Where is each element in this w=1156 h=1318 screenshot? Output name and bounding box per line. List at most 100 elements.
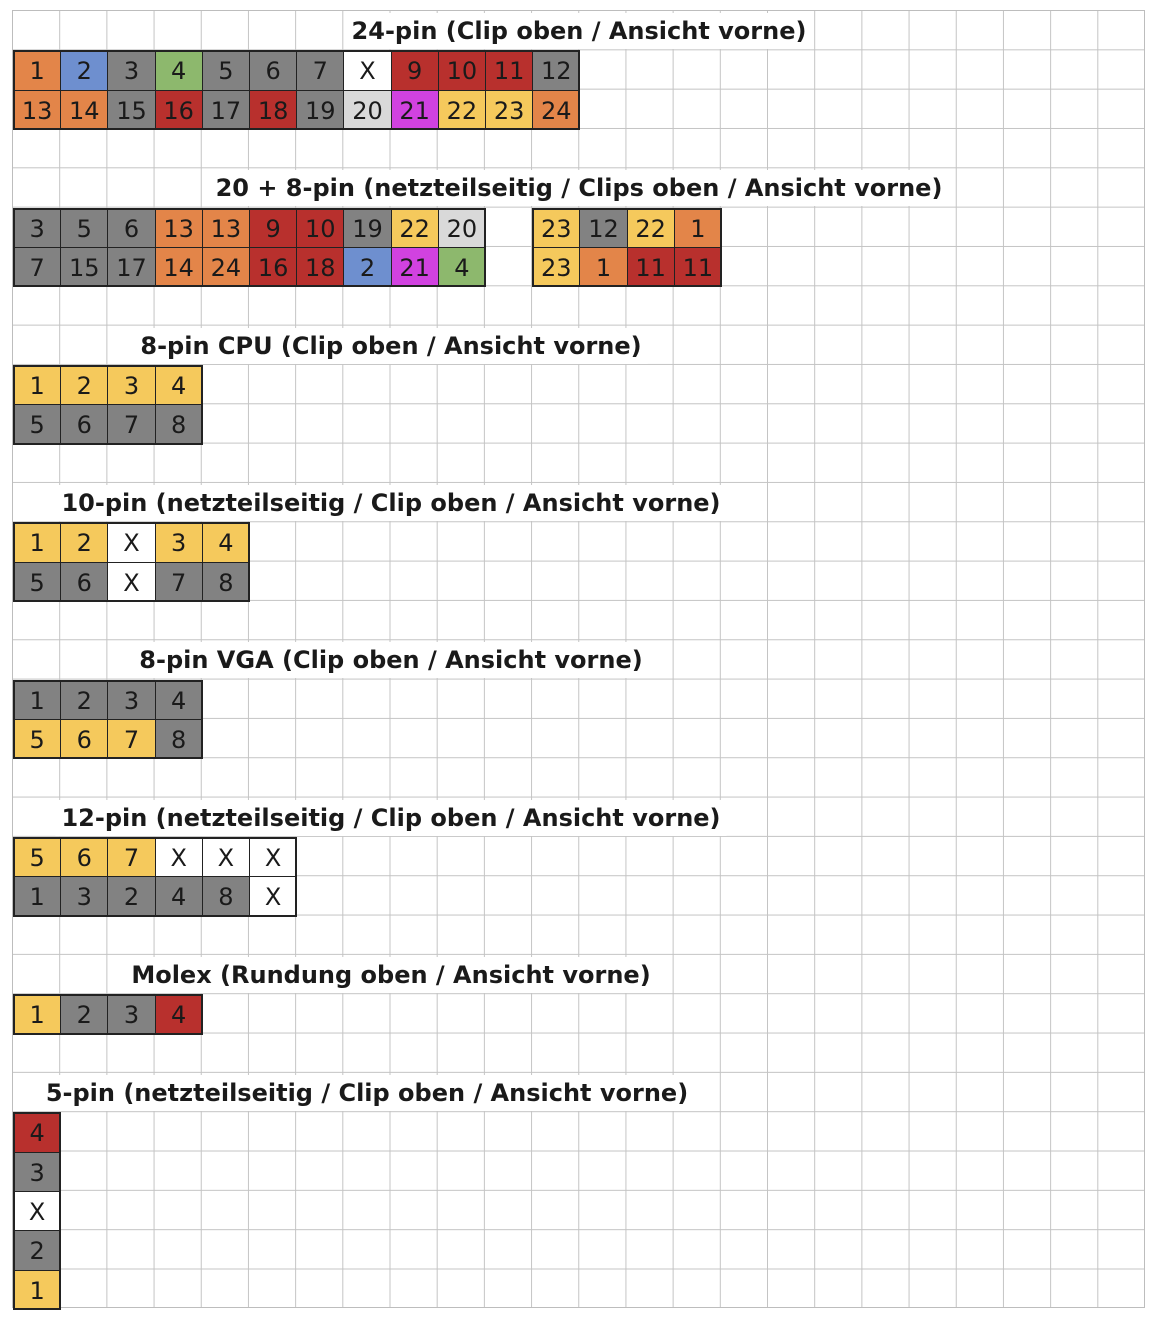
pin-cell: 13 (154, 207, 203, 248)
pin-cell: 8 (201, 876, 250, 917)
pin-cell: 4 (154, 876, 203, 917)
pin-cell: 22 (390, 207, 439, 248)
pin-cell: 14 (154, 246, 203, 288)
pin-cell: 7 (296, 50, 345, 91)
pin-cell: 18 (249, 89, 298, 130)
pin-cell: 16 (154, 89, 203, 130)
pin-cell: 6 (60, 718, 109, 760)
pin-cell: 17 (107, 246, 156, 288)
pin-cell: 3 (107, 364, 156, 406)
pin-cell: 9 (390, 50, 439, 91)
pin-cell: 11 (673, 246, 722, 288)
pin-cell: 10 (437, 50, 486, 91)
pin-cell: 6 (249, 50, 298, 91)
pin-cell: 2 (107, 876, 156, 917)
pin-cell: X (249, 836, 298, 878)
pin-cell: 11 (626, 246, 675, 288)
pin-cell: 13 (13, 89, 62, 130)
pin-cell: 1 (13, 994, 62, 1035)
pin-cell: X (343, 50, 392, 91)
pin-cell: 18 (296, 246, 345, 288)
pin-cell: 1 (13, 679, 62, 720)
pin-cell: 3 (107, 50, 156, 91)
pin-cell: 15 (60, 246, 109, 288)
connector-title-molex: Molex (Rundung oben / Ansicht vorne) (125, 956, 657, 993)
pin-cell: X (154, 836, 203, 878)
pin-cell: 24 (201, 246, 250, 288)
pin-cell: 12 (579, 207, 628, 248)
pin-cell: 3 (107, 679, 156, 720)
pin-cell: 23 (532, 246, 581, 288)
pin-cell: 4 (154, 994, 203, 1035)
pin-cell: 9 (249, 207, 298, 248)
pin-cell: 5 (60, 207, 109, 248)
pin-cell: 3 (60, 876, 109, 917)
pin-cell: 6 (107, 207, 156, 248)
pin-cell: X (201, 836, 250, 878)
pin-cell: 14 (60, 89, 109, 130)
pin-cell: 5 (201, 50, 250, 91)
pin-cell: 2 (60, 994, 109, 1035)
pin-cell: 1 (13, 1269, 62, 1310)
connector-title-8pin-vga: 8-pin VGA (Clip oben / Ansicht vorne) (133, 642, 649, 679)
pin-cell: 1 (579, 246, 628, 288)
pin-cell: 13 (201, 207, 250, 248)
connector-title-12pin: 12-pin (netzteilseitig / Clip oben / Ans… (55, 799, 727, 836)
pin-cell: 6 (60, 404, 109, 445)
pin-cell: 7 (13, 246, 62, 288)
pin-cell: 2 (60, 50, 109, 91)
pin-cell: 22 (437, 89, 486, 130)
pin-cell: 19 (296, 89, 345, 130)
pin-cell: 5 (13, 561, 62, 602)
pin-cell: 23 (485, 89, 534, 130)
pin-cell: 2 (60, 522, 109, 563)
pin-cell: 1 (13, 522, 62, 563)
pin-cell: 17 (201, 89, 250, 130)
pin-cell: 7 (154, 561, 203, 602)
connector-title-5pin: 5-pin (netzteilseitig / Clip oben / Ansi… (39, 1074, 695, 1111)
pinout-grid-sheet: 24-pin (Clip oben / Ansicht vorne) 1 2 3 4 5 6… (12, 10, 1145, 1310)
connector-title-20plus8pin: 20 + 8-pin (netzteilseitig / Clips oben … (209, 170, 949, 207)
connector-title-8pin-cpu: 8-pin CPU (Clip oben / Ansicht vorne) (134, 327, 648, 364)
pin-cell: 7 (107, 836, 156, 878)
pin-cell: 1 (13, 876, 62, 917)
pin-cell: 2 (343, 246, 392, 288)
pin-cell: 4 (154, 50, 203, 91)
connector-title-10pin: 10-pin (netzteilseitig / Clip oben / Ans… (55, 484, 727, 521)
pin-cell: 8 (154, 404, 203, 445)
pin-cell: 4 (201, 522, 250, 563)
pin-cell: 11 (485, 50, 534, 91)
pin-cell: 1 (673, 207, 722, 248)
pin-cell: 3 (107, 994, 156, 1035)
pin-cell: 21 (390, 246, 439, 288)
pin-cell: 5 (13, 836, 62, 878)
pin-cell: 3 (154, 522, 203, 563)
pin-cell: X (13, 1190, 62, 1232)
pin-cell: 20 (343, 89, 392, 130)
pin-cell: X (107, 561, 156, 602)
pin-cell: 5 (13, 404, 62, 445)
pin-cell: 3 (13, 207, 62, 248)
pin-cell: 1 (13, 364, 62, 406)
connector-title-24pin: 24-pin (Clip oben / Ansicht vorne) (345, 13, 813, 49)
pin-cell: 7 (107, 718, 156, 760)
pin-cell: 24 (532, 89, 581, 130)
pin-cell: 19 (343, 207, 392, 248)
pin-cell: 2 (60, 679, 109, 720)
pin-cell: 10 (296, 207, 345, 248)
pin-cell: 2 (13, 1230, 62, 1271)
pin-cell: 20 (437, 207, 486, 248)
pin-cell: 6 (60, 836, 109, 878)
pin-cell: 7 (107, 404, 156, 445)
pin-cell: X (107, 522, 156, 563)
pin-cell: 2 (60, 364, 109, 406)
pin-cell: 5 (13, 718, 62, 760)
pin-cell: 8 (154, 718, 203, 760)
pin-cell: 4 (13, 1112, 62, 1153)
pin-cell: 12 (532, 50, 581, 91)
pin-cell: 4 (154, 364, 203, 406)
pin-cell: 1 (13, 50, 62, 91)
pin-cell: 21 (390, 89, 439, 130)
pin-cell: 16 (249, 246, 298, 288)
pin-cell: 15 (107, 89, 156, 130)
